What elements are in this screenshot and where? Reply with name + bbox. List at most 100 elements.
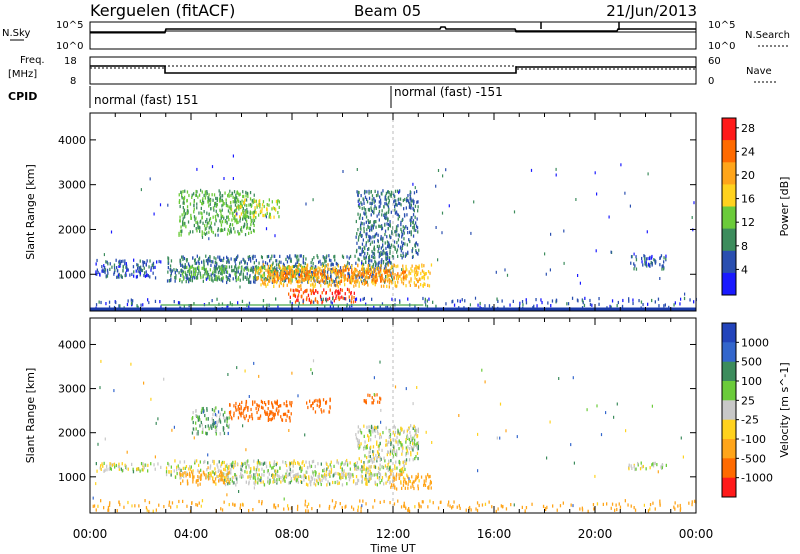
power-cell (361, 280, 363, 284)
velocity-cell (397, 428, 399, 432)
velocity-cell (244, 369, 246, 373)
power-cell (242, 217, 244, 221)
velocity-cell (357, 465, 359, 469)
velocity-cell (258, 404, 260, 408)
velocity-cell (211, 420, 214, 424)
power-cell (330, 300, 332, 304)
power-cell (393, 240, 396, 244)
power-cell (417, 205, 419, 209)
velocity-cell (383, 499, 385, 504)
power-cell (284, 278, 287, 283)
power-cell (252, 276, 255, 280)
power-cell (362, 297, 364, 301)
power-cell (391, 231, 393, 235)
power-cell (358, 191, 360, 195)
velocity-cell (562, 501, 564, 505)
power-cell (644, 259, 646, 263)
power-cell (311, 270, 313, 275)
velocity-cell (229, 477, 231, 481)
velocity-cell (400, 472, 402, 476)
power-cell (372, 255, 374, 259)
velocity-cell (465, 508, 467, 512)
power-cell (370, 206, 372, 210)
velocity-cell (416, 445, 418, 449)
velocity-cell (144, 499, 146, 503)
power-cell (323, 272, 325, 276)
velocity-cell (359, 428, 361, 432)
power-cell (228, 205, 230, 209)
velocity-cell (377, 425, 379, 429)
velocity-cell (97, 504, 99, 508)
velocity-cell (146, 508, 148, 512)
power-cell (105, 274, 107, 278)
power-cell (425, 303, 427, 307)
velocity-cell (345, 472, 347, 476)
velocity-cell (209, 464, 212, 468)
power-cell (204, 272, 206, 276)
power-cell (105, 302, 107, 306)
velocity-cell (200, 468, 202, 472)
power-cell (247, 210, 249, 214)
power-cell (414, 267, 416, 271)
velocity-cell (408, 477, 410, 481)
power-cell (238, 199, 240, 204)
power-cell (363, 206, 365, 210)
velocity-cell (211, 417, 213, 421)
velocity-cell (219, 474, 221, 478)
power-cell (402, 264, 404, 268)
power-cell (229, 274, 231, 278)
power-cell (380, 246, 382, 250)
power-cell (632, 298, 634, 302)
velocity-cell (373, 393, 375, 396)
velocity-cell (293, 477, 295, 481)
velocity-cell (182, 466, 184, 470)
power-cell (346, 255, 348, 259)
power-cell (277, 277, 279, 281)
power-cell (358, 198, 360, 202)
velocity-cell (488, 500, 490, 504)
power-cell (160, 305, 162, 309)
power-cell (206, 221, 209, 225)
power-cell (241, 299, 244, 303)
power-cell (382, 277, 384, 281)
power-cell (393, 200, 395, 204)
power-cell (362, 262, 365, 266)
power-cell (375, 232, 378, 236)
power-cell (363, 296, 365, 301)
velocity-cell (354, 467, 356, 471)
velocity-cell (269, 464, 271, 468)
velocity-cell (417, 487, 419, 491)
velocity-cell (398, 473, 400, 477)
power-cell (250, 259, 252, 263)
power-cell (219, 219, 221, 223)
velocity-cell (216, 414, 218, 418)
power-cell (385, 246, 387, 250)
velocity-cell (363, 399, 365, 403)
velocity-cell (125, 464, 127, 468)
power-cell (140, 188, 142, 192)
power-cell (131, 272, 133, 276)
power-cell (208, 259, 210, 263)
velocity-cell (277, 411, 279, 415)
power-cell (320, 262, 322, 266)
velocity-cell (405, 458, 408, 462)
velocity-cell (228, 480, 230, 484)
power-cell (248, 226, 250, 230)
velocity-cell (361, 468, 363, 472)
power-cell (156, 260, 158, 264)
velocity-cell (253, 459, 255, 463)
power-cell (373, 240, 375, 244)
velocity-cell (179, 460, 181, 464)
velocity-cell (168, 500, 171, 504)
colorbar-segment (722, 140, 736, 163)
power-cell (226, 305, 228, 309)
power-cell (227, 228, 230, 232)
velocity-cell (150, 397, 152, 401)
velocity-cell (349, 461, 351, 465)
velocity-cell (382, 465, 384, 469)
power-cell (242, 190, 244, 194)
power-cell (470, 231, 472, 235)
power-cell (205, 254, 207, 258)
velocity-cell (378, 452, 380, 456)
velocity-cell (255, 467, 258, 472)
